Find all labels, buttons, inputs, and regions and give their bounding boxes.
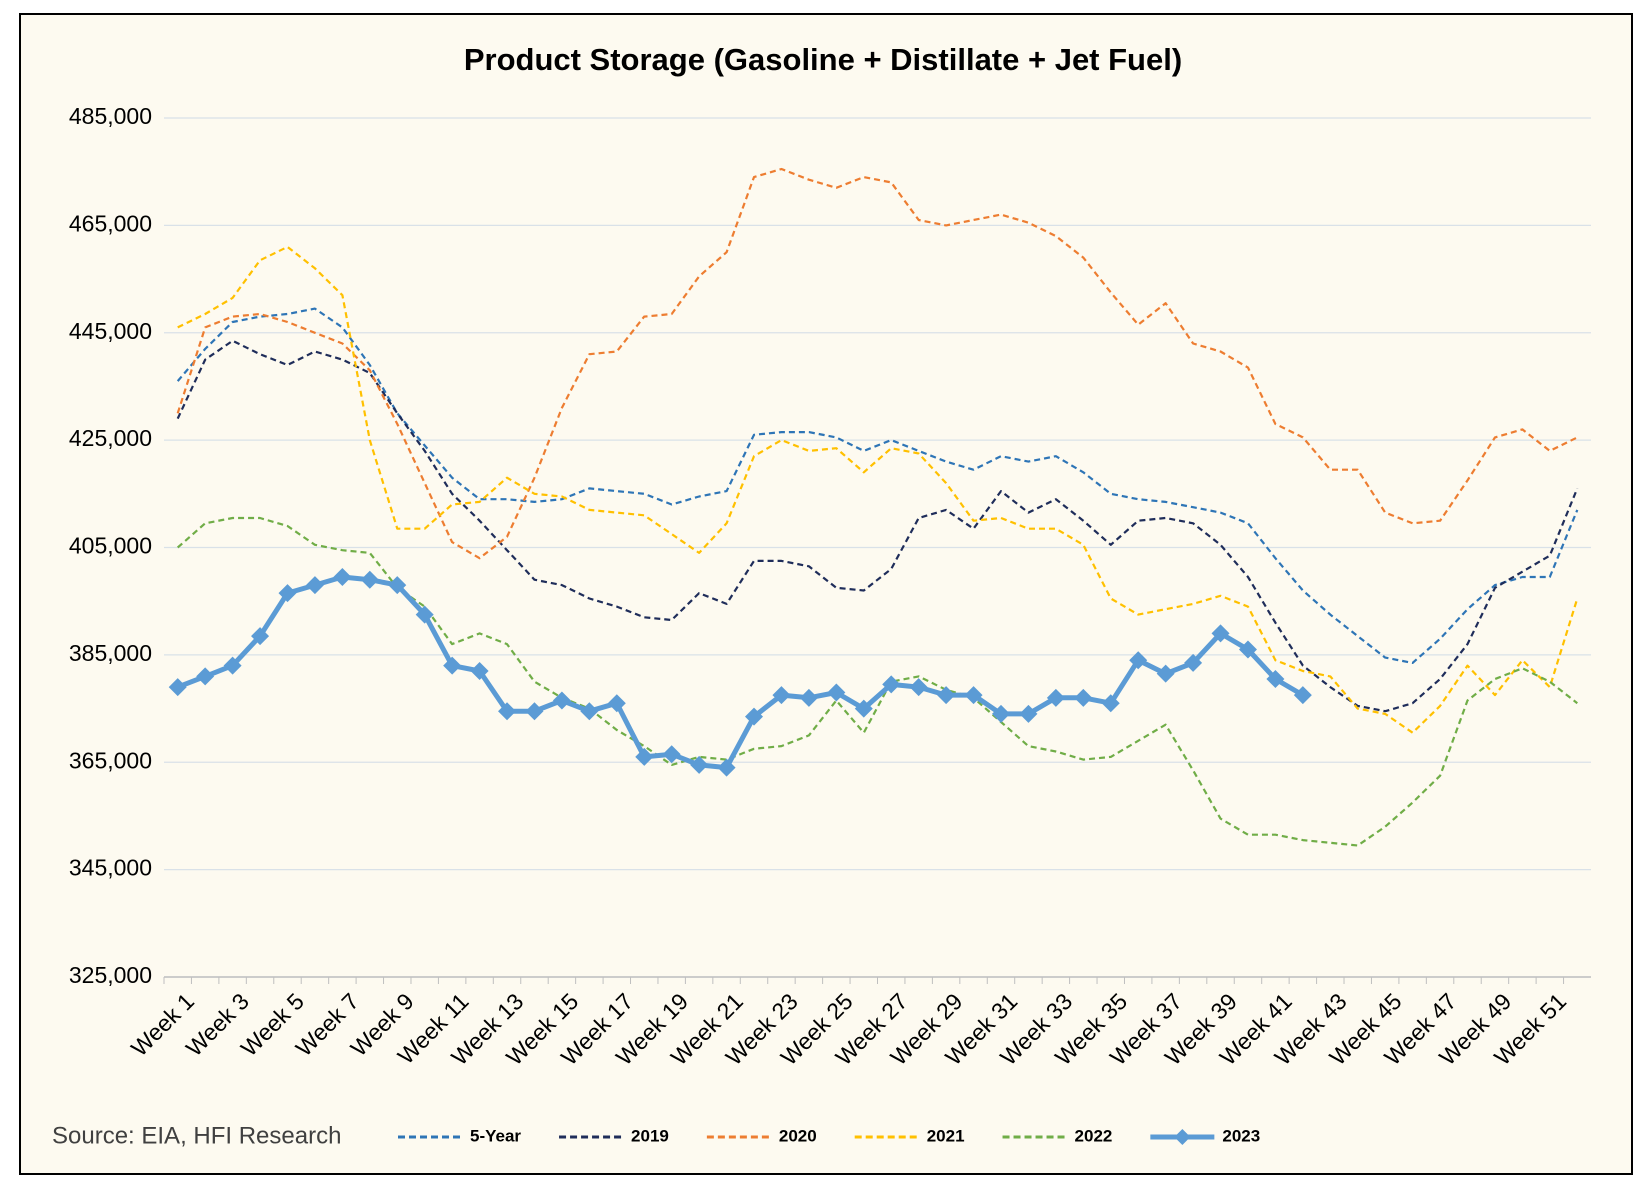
series-line bbox=[176, 167, 1578, 560]
y-tick-label: 405,000 bbox=[69, 533, 152, 559]
y-tick-label: 345,000 bbox=[69, 855, 152, 881]
point-marker bbox=[525, 702, 544, 721]
point-marker bbox=[854, 699, 873, 718]
legend: 5-Year 2019 2020 2021 2022 2023 bbox=[398, 1126, 1260, 1145]
point-marker bbox=[278, 584, 297, 603]
legend-label: 5-Year bbox=[470, 1126, 521, 1145]
point-marker bbox=[580, 702, 599, 721]
point-marker bbox=[251, 627, 270, 646]
series-line bbox=[177, 245, 1579, 734]
legend-label: 2023 bbox=[1222, 1126, 1260, 1145]
point-marker bbox=[1238, 640, 1257, 659]
point-marker bbox=[1156, 664, 1175, 683]
point-marker bbox=[1211, 624, 1230, 643]
legend-label: 2019 bbox=[631, 1126, 669, 1145]
series-line bbox=[176, 339, 1579, 713]
point-marker bbox=[552, 691, 571, 710]
y-tick-label: 445,000 bbox=[69, 318, 152, 344]
point-marker bbox=[223, 656, 242, 675]
point-marker bbox=[388, 576, 407, 595]
point-marker bbox=[827, 683, 846, 702]
point-marker bbox=[1293, 686, 1312, 705]
point-marker bbox=[1074, 688, 1093, 707]
source-note: Source: EIA, HFI Research bbox=[52, 1122, 341, 1149]
point-marker bbox=[1019, 704, 1038, 723]
series-line bbox=[176, 307, 1579, 664]
point-marker bbox=[1266, 670, 1285, 689]
point-marker bbox=[690, 755, 709, 774]
point-marker bbox=[991, 704, 1010, 723]
point-marker bbox=[1184, 653, 1203, 672]
chart-title: Product Storage (Gasoline + Distillate +… bbox=[464, 42, 1182, 77]
point-marker bbox=[882, 675, 901, 694]
legend-label: 2020 bbox=[779, 1126, 817, 1145]
point-marker bbox=[1101, 694, 1120, 713]
y-tick-label: 485,000 bbox=[69, 103, 152, 129]
point-marker bbox=[937, 686, 956, 705]
point-marker bbox=[415, 605, 434, 624]
plot bbox=[168, 167, 1579, 847]
point-marker bbox=[333, 568, 352, 587]
point-marker bbox=[305, 576, 324, 595]
point-marker bbox=[196, 667, 215, 686]
y-tick-label: 365,000 bbox=[69, 747, 152, 773]
point-marker bbox=[717, 758, 736, 777]
point-marker bbox=[470, 661, 489, 680]
point-marker bbox=[772, 686, 791, 705]
y-tick-label: 325,000 bbox=[69, 962, 152, 988]
point-marker bbox=[964, 686, 983, 705]
legend-label: 2021 bbox=[927, 1126, 965, 1145]
point-marker bbox=[909, 678, 928, 697]
point-marker bbox=[1046, 688, 1065, 707]
point-marker bbox=[745, 707, 764, 726]
point-marker bbox=[498, 702, 517, 721]
point-marker bbox=[662, 745, 681, 764]
legend-label: 2022 bbox=[1075, 1126, 1113, 1145]
y-tick-label: 425,000 bbox=[69, 425, 152, 451]
y-tick-label: 385,000 bbox=[69, 640, 152, 666]
point-marker bbox=[168, 678, 187, 697]
y-tick-label: 465,000 bbox=[69, 210, 152, 236]
point-marker bbox=[443, 656, 462, 675]
legend-marker bbox=[1174, 1129, 1191, 1145]
point-marker bbox=[635, 747, 654, 766]
point-marker bbox=[1129, 651, 1148, 670]
point-marker bbox=[799, 688, 818, 707]
point-marker bbox=[360, 570, 379, 589]
point-marker bbox=[607, 694, 626, 713]
